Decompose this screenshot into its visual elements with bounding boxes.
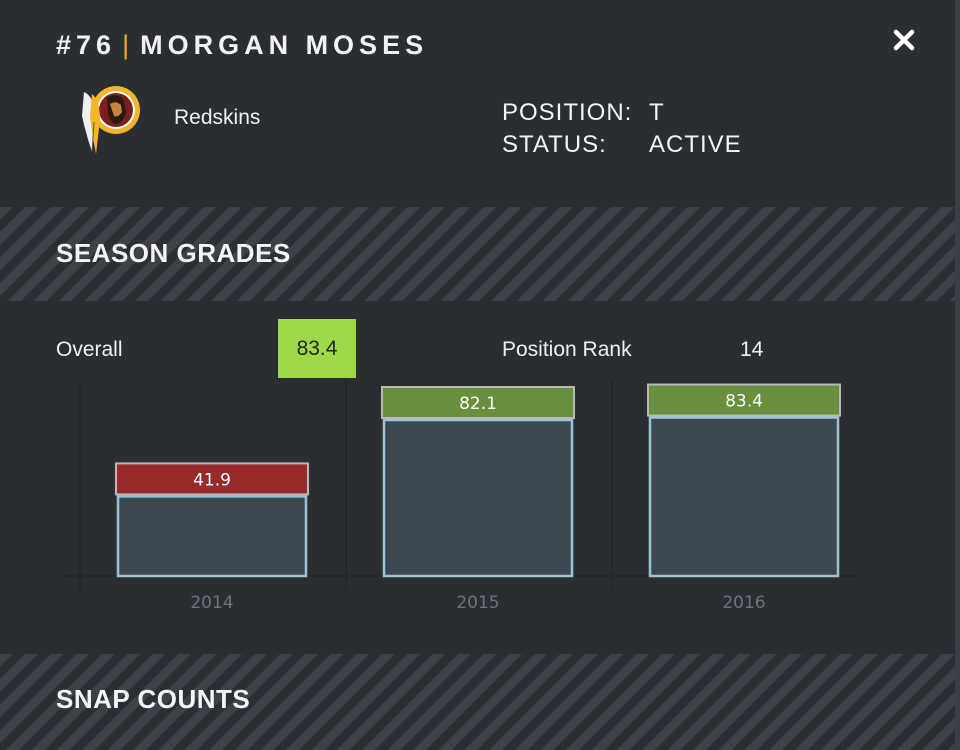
grade-label-box <box>115 462 309 496</box>
data-label: 82.1 <box>459 394 497 414</box>
position-rank-label: Position Rank <box>502 338 632 361</box>
scrollbar-track[interactable] <box>955 0 960 750</box>
grade-bar-2016[interactable] <box>648 416 840 578</box>
close-icon[interactable] <box>890 26 918 54</box>
position-rank-value: 14 <box>740 338 764 361</box>
player-title: #76 | MORGAN MOSES <box>56 30 428 61</box>
season-grades-chart: 41.9 2014 82.1 2015 83.4 2016 <box>60 380 860 613</box>
player-name: MORGAN MOSES <box>140 30 429 60</box>
grade-bar-2015[interactable] <box>382 418 574 578</box>
position-value: T <box>649 99 665 126</box>
x-tick-label: 2015 <box>456 593 499 613</box>
overall-grade-badge: 83.4 <box>278 319 356 378</box>
team-name: Redskins <box>174 106 261 129</box>
position-label: POSITION: <box>502 99 633 126</box>
player-info: POSITION: T STATUS: ACTIVE <box>502 97 742 161</box>
section-title: SEASON GRADES <box>56 238 291 268</box>
snap-counts-header: SNAP COUNTS <box>0 654 955 750</box>
season-grades-header: SEASON GRADES <box>0 207 955 301</box>
grade-label-box <box>381 386 575 420</box>
data-label: 41.9 <box>193 470 231 490</box>
jersey-number: #76 <box>56 30 117 60</box>
title-separator: | <box>122 30 135 60</box>
status-value: ACTIVE <box>649 131 742 158</box>
status-label: STATUS: <box>502 131 607 158</box>
overall-label: Overall <box>56 338 123 361</box>
data-label: 83.4 <box>725 392 763 412</box>
grade-label-box <box>647 383 841 417</box>
redskins-logo-icon <box>82 86 140 154</box>
grade-bar-2014[interactable] <box>116 495 308 578</box>
x-tick-label: 2014 <box>190 593 233 613</box>
x-tick-label: 2016 <box>722 593 765 613</box>
section-title: SNAP COUNTS <box>56 684 251 714</box>
